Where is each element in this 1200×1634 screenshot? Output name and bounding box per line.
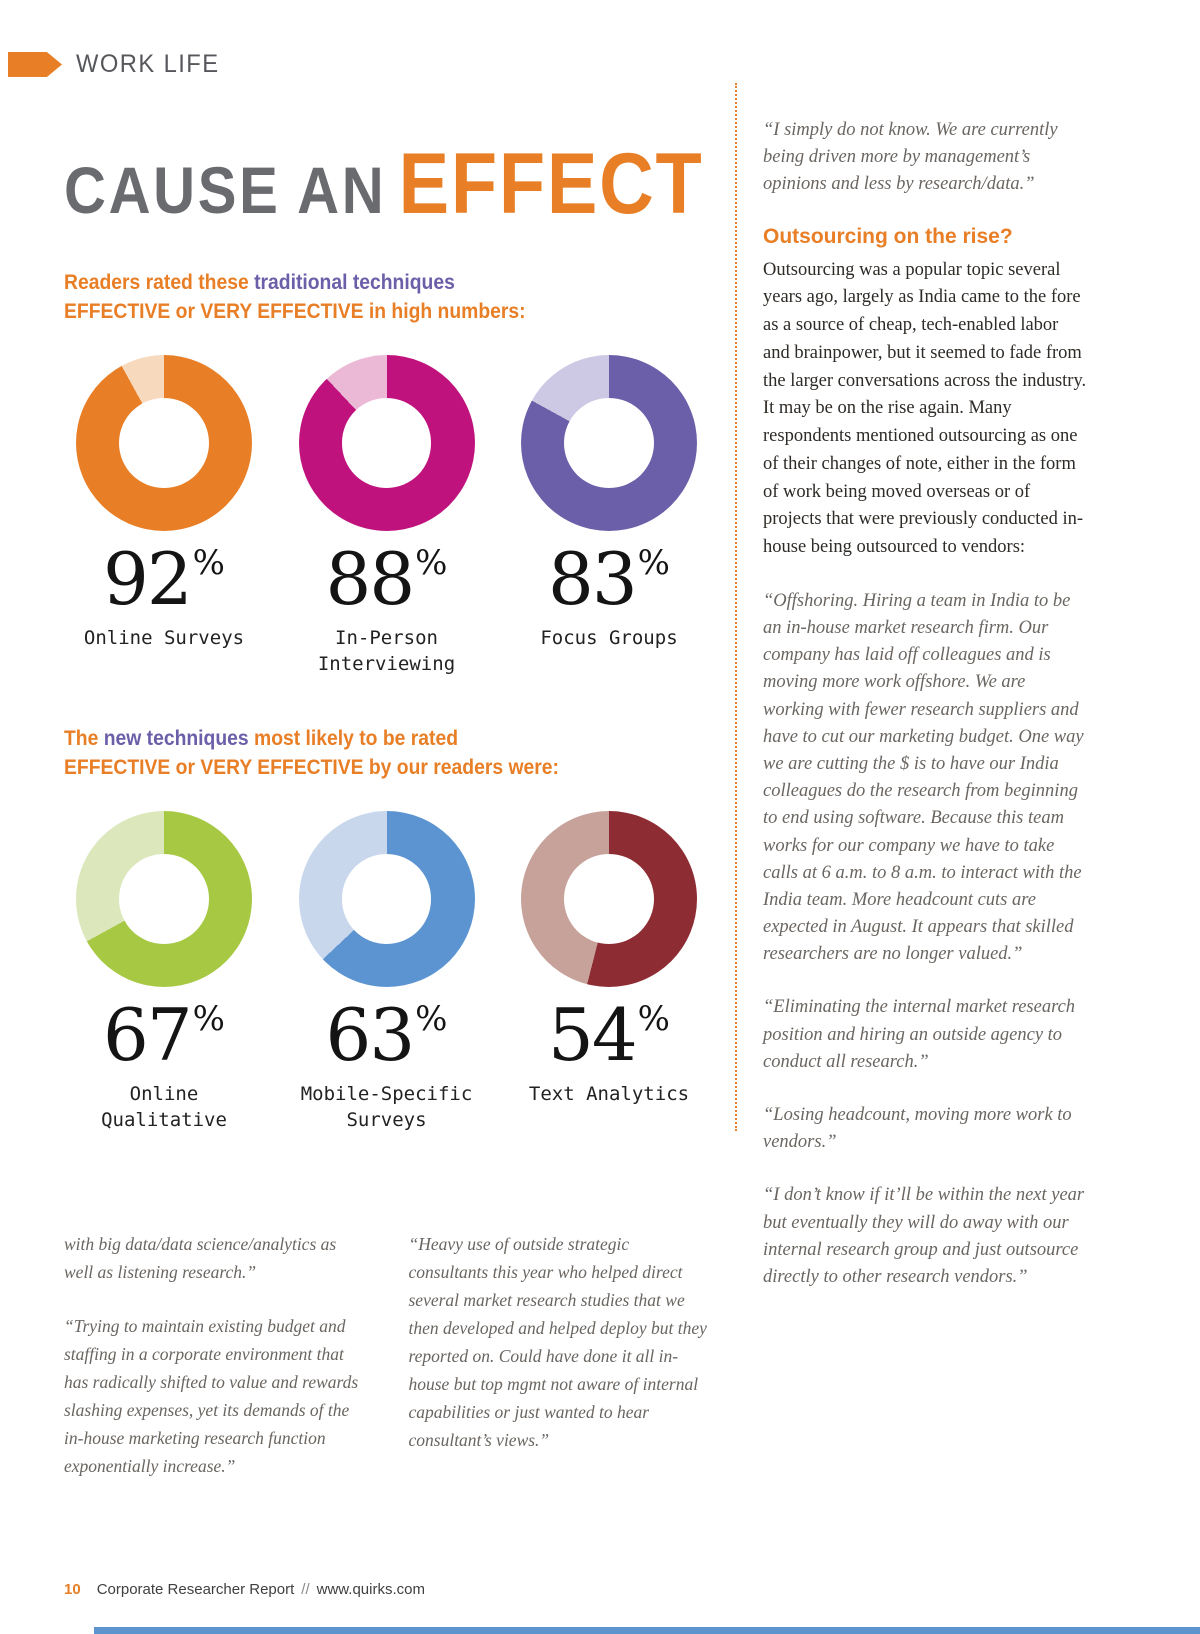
content-columns: CAUSE AN EFFECT Readers rated these tradi… xyxy=(0,79,1200,1480)
intro-new-line2: EFFECTIVE or VERY EFFECTIVE by our reade… xyxy=(64,756,559,780)
intro-new-techniques: The new techniques most likely to be rat… xyxy=(64,724,657,783)
quote-paragraph: with big data/data science/analytics as … xyxy=(64,1233,337,1282)
percent-sign: % xyxy=(637,998,670,1039)
intro-new-segment-b: most likely to be rated xyxy=(248,726,459,750)
intro-traditional-highlight: traditional techniques xyxy=(254,271,455,294)
donut-cell-mobile-specific-surveys: 63% Mobile-Specific Surveys xyxy=(287,810,487,1134)
donut-chart-in-person-interviewing xyxy=(298,354,475,531)
percent-number: 88 xyxy=(325,536,416,621)
reader-quote: “Eliminating the internal market researc… xyxy=(763,997,1076,1072)
percent-value: 63% xyxy=(326,999,448,1071)
percent-number: 83 xyxy=(548,536,638,621)
page-title-orange: EFFECT xyxy=(398,136,704,232)
donut-row-new-techniques: 67% Online Qualitative 63% Mobile-Specif… xyxy=(64,810,709,1134)
intro-traditional-segment: Readers rated these xyxy=(64,271,255,294)
page-title: CAUSE AN EFFECT xyxy=(64,135,702,234)
page-number: 10 xyxy=(64,1581,81,1598)
donut-cell-text-analytics: 54% Text Analytics xyxy=(509,810,709,1134)
intro-new-segment-a: The xyxy=(64,726,104,750)
donut-label: Text Analytics xyxy=(528,1082,690,1105)
section-label: WORK LIFE xyxy=(76,50,220,78)
percent-number: 54 xyxy=(548,992,638,1077)
bottom-quote-columns: with big data/data science/analytics as … xyxy=(64,1230,709,1480)
quote-paragraph: “Trying to maintain existing budget and … xyxy=(64,1315,359,1476)
percent-value: 88% xyxy=(326,543,448,615)
percent-value: 92% xyxy=(103,543,225,615)
percent-number: 63 xyxy=(325,992,416,1077)
donut-row-traditional: 92% Online Surveys 88% In-Person Intervi… xyxy=(64,354,709,678)
donut-chart-mobile-specific-surveys xyxy=(298,810,475,987)
percent-sign: % xyxy=(415,542,448,583)
masthead: WORK LIFE xyxy=(0,0,1200,79)
percent-value: 67% xyxy=(103,999,225,1071)
donut-label: Mobile-Specific Surveys xyxy=(300,1082,473,1132)
section-heading: Outsourcing on the rise? xyxy=(763,224,1013,248)
reader-quote: “Offshoring. Hiring a team in India to b… xyxy=(763,590,1084,965)
footer-separator: // xyxy=(301,1581,310,1598)
reader-quote: “I don’t know if it’ll be within the nex… xyxy=(763,1185,1085,1287)
percent-value: 54% xyxy=(548,999,670,1071)
donut-cell-online-qualitative: 67% Online Qualitative xyxy=(64,810,264,1134)
bottom-quote-column-1: with big data/data science/analytics as … xyxy=(64,1230,365,1480)
pull-quote: “I simply do not know. We are currently … xyxy=(763,120,1058,195)
intro-new-highlight: new techniques xyxy=(103,726,249,750)
donut-label: In-Person Interviewing xyxy=(317,626,456,676)
donut-chart-online-qualitative xyxy=(76,810,252,987)
reader-quote: “Losing headcount, moving more work to v… xyxy=(763,1105,1072,1153)
body-paragraph: Outsourcing was a popular topic several … xyxy=(763,259,1087,558)
percent-number: 67 xyxy=(103,992,193,1077)
percent-sign: % xyxy=(192,998,225,1039)
footer-website: www.quirks.com xyxy=(316,1581,425,1598)
section-flag-icon xyxy=(8,52,62,77)
page-footer: 10 Corporate Researcher Report // www.qu… xyxy=(64,1581,425,1598)
percent-sign: % xyxy=(192,542,225,583)
donut-chart-focus-groups xyxy=(521,354,697,531)
donut-cell-online-surveys: 92% Online Surveys xyxy=(64,354,264,678)
donut-cell-focus-groups: 83% Focus Groups xyxy=(509,354,709,678)
quote-paragraph: “Heavy use of outside strategic consulta… xyxy=(408,1233,707,1450)
footer-publication: Corporate Researcher Report xyxy=(96,1581,295,1598)
percent-sign: % xyxy=(415,998,448,1039)
intro-traditional: Readers rated these traditional techniqu… xyxy=(64,268,657,327)
percent-sign: % xyxy=(637,542,670,583)
donut-label: Online Qualitative xyxy=(101,1082,227,1132)
left-column: CAUSE AN EFFECT Readers rated these tradi… xyxy=(64,79,709,1480)
donut-chart-online-surveys xyxy=(76,354,252,531)
page-title-gray: CAUSE AN xyxy=(64,153,387,227)
intro-traditional-line2: EFFECTIVE or VERY EFFECTIVE in high numb… xyxy=(64,300,526,324)
percent-number: 92 xyxy=(103,536,193,621)
donut-chart-text-analytics xyxy=(521,810,697,987)
donut-cell-in-person-interviewing: 88% In-Person Interviewing xyxy=(287,354,487,678)
donut-label: Focus Groups xyxy=(540,626,678,649)
bottom-quote-column-2: “Heavy use of outside strategic consulta… xyxy=(409,1230,710,1480)
right-column: “I simply do not know. We are currently … xyxy=(735,79,1088,1480)
donut-label: Online Surveys xyxy=(83,626,245,649)
next-page-edge-strip xyxy=(94,1627,1200,1634)
percent-value: 83% xyxy=(548,543,670,615)
